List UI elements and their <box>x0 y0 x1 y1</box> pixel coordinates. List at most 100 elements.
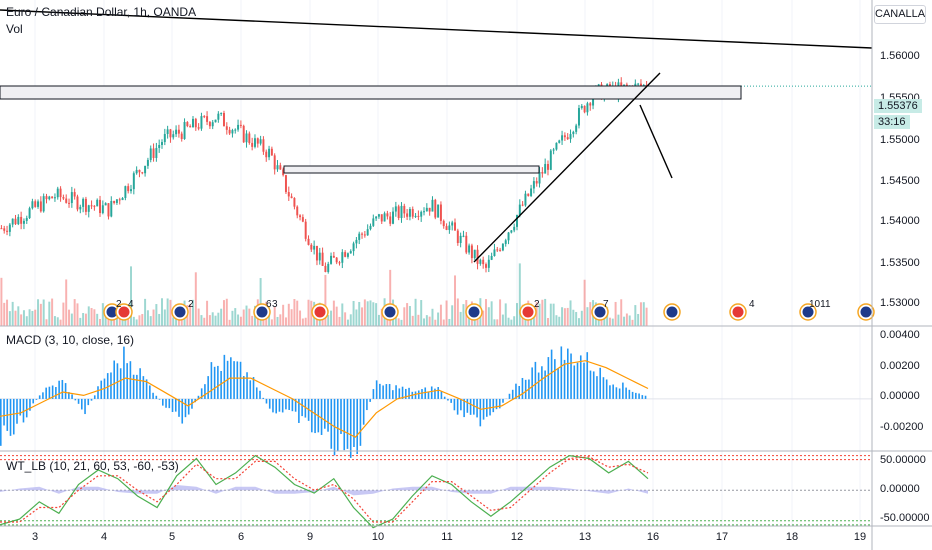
macd-bar <box>58 380 60 399</box>
volume-bar <box>335 306 338 326</box>
volume-bar <box>76 303 79 326</box>
candle-body <box>79 206 82 210</box>
volume-bar <box>59 319 62 326</box>
macd-bar <box>437 387 439 399</box>
volume-bar <box>25 316 28 326</box>
macd-bar <box>521 377 524 399</box>
volume-bar <box>423 318 426 326</box>
macd-bar <box>187 398 190 415</box>
candle-body <box>439 204 442 221</box>
candle-body <box>355 239 358 244</box>
macd-bar <box>502 398 504 403</box>
candle-body <box>265 151 268 158</box>
macd-bar <box>573 365 576 399</box>
candle-body <box>313 245 316 250</box>
candle-body <box>189 126 192 128</box>
candle-body <box>349 251 352 254</box>
candle-body <box>31 201 34 209</box>
volume-bar <box>144 298 147 326</box>
volume-bar <box>608 317 611 326</box>
macd-tick: 0.00200 <box>880 360 920 372</box>
volume-bar <box>284 317 287 326</box>
macd-bar <box>638 393 640 399</box>
candle-body <box>175 129 178 135</box>
volume-bar <box>448 318 451 326</box>
candle-body <box>383 213 386 222</box>
macd-bar <box>93 395 96 399</box>
candle-body <box>451 222 454 226</box>
time-tick: 4 <box>100 531 108 543</box>
volume-bar <box>200 315 203 326</box>
candle-body <box>222 112 225 127</box>
event-flag-icon <box>118 306 130 318</box>
candle-body <box>11 218 14 225</box>
macd-bar <box>537 372 540 399</box>
candle-body <box>462 235 465 237</box>
volume-bar <box>513 316 516 326</box>
volume-bar <box>490 301 493 326</box>
candle-body <box>225 126 228 130</box>
time-tick: 16 <box>646 531 660 543</box>
candle-body <box>183 122 186 139</box>
volume-bar <box>634 305 637 326</box>
macd-bar <box>401 386 404 399</box>
volume-bar <box>518 263 521 326</box>
event-count: 1011 <box>809 299 831 310</box>
macd-bar <box>119 368 122 399</box>
volume-bar <box>217 312 220 326</box>
volume-bar <box>34 309 37 326</box>
currency-button[interactable]: CANALLA <box>874 5 926 24</box>
candle-body <box>324 265 327 272</box>
volume-bar <box>51 298 54 326</box>
volume-bar <box>555 315 558 326</box>
candle-body <box>141 172 144 174</box>
event-count: 2 <box>188 299 194 310</box>
candle-body <box>566 137 569 140</box>
volume-bar <box>290 309 293 326</box>
candle-body <box>377 214 380 217</box>
chart-title: Euro / Canadian Dollar, 1h, OANDA <box>6 5 197 19</box>
macd-bar <box>605 379 608 399</box>
macd-pane <box>0 346 872 458</box>
macd-bar <box>275 398 277 414</box>
time-tick: 18 <box>785 531 799 543</box>
volume-bar <box>566 307 569 326</box>
candle-body <box>110 200 113 217</box>
volume-bar <box>597 318 600 326</box>
volume-bar <box>355 309 358 326</box>
candle-body <box>132 173 135 190</box>
macd-bar <box>298 398 300 423</box>
macd-bar <box>106 373 109 399</box>
macd-bar <box>291 398 294 412</box>
volume-bar <box>48 301 51 326</box>
candle-body <box>487 259 490 268</box>
candle-body <box>228 129 231 134</box>
candle-body <box>299 215 302 218</box>
time-tick: 9 <box>306 531 314 543</box>
candle-body <box>53 197 56 199</box>
wt-title: WT_LB (10, 21, 60, 53, -60, -53) <box>6 459 179 473</box>
macd-bar <box>129 361 132 399</box>
candle-body <box>256 138 259 144</box>
candle-body <box>208 121 211 127</box>
event-count: 4 <box>749 299 755 310</box>
macd-bar <box>145 379 148 399</box>
macd-bar <box>395 385 397 399</box>
macd-bar <box>456 398 459 415</box>
candle-body <box>639 83 642 87</box>
macd-bar <box>304 398 307 418</box>
volume-bar <box>82 313 85 326</box>
macd-bar <box>375 380 378 399</box>
macd-bar <box>55 387 57 399</box>
macd-bar <box>382 385 384 399</box>
candle-body <box>496 249 499 251</box>
macd-bar <box>181 398 184 424</box>
volume-bar <box>386 319 389 326</box>
volume-label: Vol <box>6 22 23 36</box>
candle-body <box>270 148 273 156</box>
wt1-line <box>0 454 649 529</box>
candle-body <box>335 257 338 263</box>
volume-bar <box>245 305 248 326</box>
volume-bar <box>456 298 459 326</box>
macd-bar <box>612 384 614 399</box>
